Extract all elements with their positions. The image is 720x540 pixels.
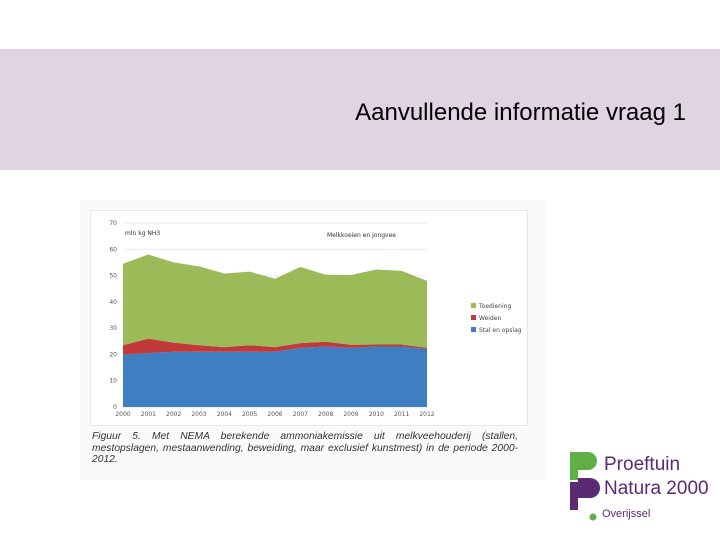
x-tick-label: 2012 (419, 411, 434, 418)
legend-label: Stal en opslag (479, 327, 522, 334)
x-tick-label: 2009 (343, 411, 358, 418)
figure-caption: Figuur 5. Met NEMA berekende ammoniakemi… (92, 431, 518, 466)
area-chart: 0 10 20 30 40 50 60 70 2000 2001 2002 2003 2004 2005… (109, 220, 522, 418)
chart-frame: 0 10 20 30 40 50 60 70 2000 2001 2002 2003 2004 2005… (90, 210, 528, 426)
x-tick-label: 2002 (166, 411, 181, 418)
legend-swatch (471, 315, 476, 320)
y-tick-label: 70 (109, 220, 117, 227)
x-tick-label: 2003 (191, 411, 206, 418)
chart-title: Melkkoeien en jongvee (327, 232, 396, 239)
x-tick-label: 2006 (267, 411, 282, 418)
area-toediening (123, 254, 427, 348)
logo-text-line3: Overijssel (602, 508, 651, 520)
y-tick-label: 10 (109, 378, 117, 385)
y-tick-label: 60 (109, 246, 117, 253)
logo-mark-icon (570, 452, 600, 521)
figure: 0 10 20 30 40 50 60 70 2000 2001 2002 2003 2004 2005… (80, 200, 546, 480)
x-tick-label: 2005 (242, 411, 257, 418)
x-tick-label: 2000 (115, 411, 130, 418)
proeftuin-logo: Proeftuin Natura 2000 Overijssel (566, 450, 716, 530)
legend-swatch (471, 303, 476, 308)
area-stal-en-opslag (123, 346, 427, 407)
y-tick-label: 30 (109, 325, 117, 332)
x-tick-label: 2001 (141, 411, 156, 418)
area-weiden (123, 338, 427, 355)
x-tick-label: 2007 (293, 411, 308, 418)
legend-label: Weiden (479, 315, 501, 322)
logo-text-line1: Proeftuin (604, 454, 681, 475)
y-axis-label: mln kg NH3 (125, 230, 160, 237)
slide-title: Aanvullende informatie vraag 1 (355, 99, 686, 126)
x-tick-label: 2004 (217, 411, 232, 418)
title-band: Aanvullende informatie vraag 1 (0, 49, 720, 170)
x-tick-label: 2011 (394, 411, 409, 418)
x-tick-label: 2008 (318, 411, 333, 418)
logo-text-line2: Natura 2000 (604, 478, 709, 499)
y-tick-label: 0 (113, 404, 117, 411)
legend-label: Toediening (478, 303, 511, 310)
y-tick-label: 50 (109, 273, 117, 280)
x-tick-label: 2010 (369, 411, 384, 418)
y-tick-label: 20 (109, 351, 117, 358)
y-tick-label: 40 (109, 299, 117, 306)
legend-swatch (471, 327, 476, 332)
